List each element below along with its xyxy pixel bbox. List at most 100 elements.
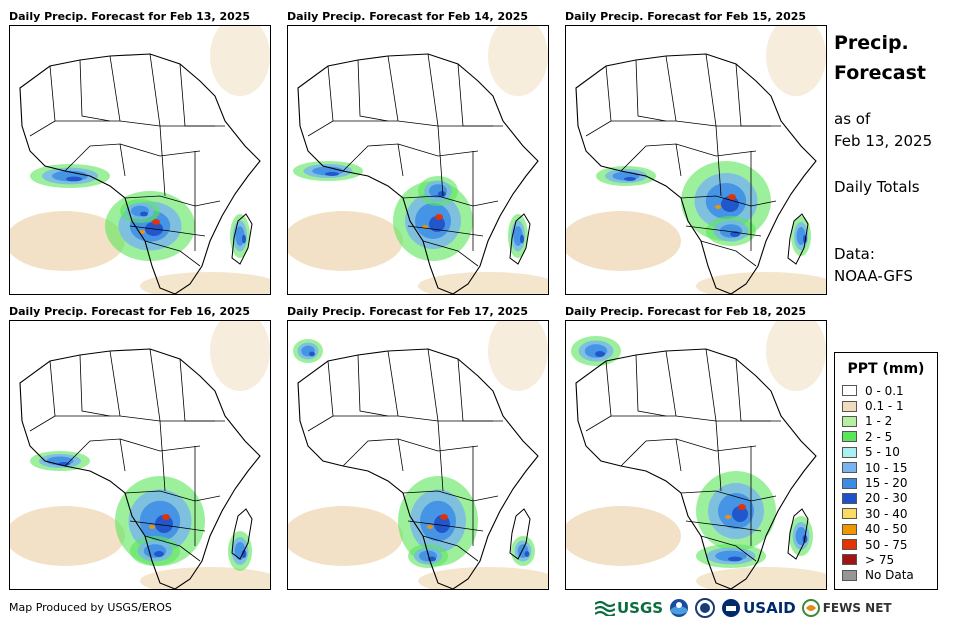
country-border — [427, 53, 439, 127]
noaa-emblem-icon — [670, 599, 689, 617]
legend-swatch — [842, 523, 857, 535]
country-border — [387, 55, 399, 122]
legend-swatch — [842, 477, 857, 489]
country-border — [611, 120, 781, 127]
panel-feb18: Daily Precip. Forecast for Feb 18, 2025 — [565, 305, 827, 590]
precip-area — [595, 351, 605, 357]
precip-area — [154, 551, 164, 557]
country-border — [397, 143, 479, 157]
legend-swatch — [842, 446, 857, 458]
usgs-wave-icon — [595, 600, 615, 616]
country-border — [64, 143, 126, 177]
precip-area — [309, 351, 315, 357]
madagascar-outline — [231, 508, 253, 560]
legend-item: 2 - 5 — [835, 429, 937, 444]
precip-area — [139, 230, 145, 234]
legend-label: 5 - 10 — [865, 445, 900, 460]
precip-map — [9, 320, 271, 590]
precip-area — [140, 211, 148, 217]
country-border — [55, 415, 225, 422]
country-border — [620, 143, 682, 177]
country-border — [705, 53, 717, 127]
panel-title: Daily Precip. Forecast for Feb 13, 2025 — [9, 10, 251, 23]
country-border — [397, 438, 479, 452]
country-border — [422, 240, 479, 267]
totals-label: Daily Totals — [834, 178, 920, 196]
precip-map — [287, 320, 549, 590]
madagascar-outline — [509, 213, 531, 265]
precip-area — [418, 567, 548, 589]
fewsnet-text: FEWS NET — [822, 601, 892, 615]
legend-title: PPT (mm) — [847, 361, 925, 377]
country-border — [635, 354, 667, 417]
country-border — [119, 143, 201, 157]
africa-outline — [297, 348, 539, 589]
legend-swatch — [842, 554, 857, 566]
usaid-text: USAID — [743, 599, 796, 617]
precip-area — [155, 515, 173, 533]
panel-title: Daily Precip. Forecast for Feb 15, 2025 — [565, 10, 807, 23]
country-border — [700, 240, 757, 267]
country-border — [179, 358, 215, 422]
panel-feb13: Daily Precip. Forecast for Feb 13, 2025 — [9, 10, 271, 295]
madagascar-outline — [787, 508, 809, 560]
country-border — [422, 535, 479, 562]
precip-area — [435, 214, 443, 220]
country-border — [585, 360, 612, 432]
fewsnet-globe-icon — [801, 599, 820, 617]
africa-outline — [19, 348, 261, 589]
country-border — [144, 240, 201, 267]
country-border — [620, 438, 682, 472]
precip-map — [287, 25, 549, 295]
country-border — [129, 225, 206, 237]
legend-label: No Data — [865, 568, 914, 583]
legend-item: > 75 — [835, 552, 937, 567]
map-credit: Map Produced by USGS/EROS — [9, 601, 172, 614]
legend-label: 50 - 75 — [865, 537, 908, 552]
precip-area — [725, 515, 731, 519]
agency-logos: USGS USAID FEWS NET — [595, 597, 892, 619]
country-border — [149, 53, 161, 127]
legend-item: 10 - 15 — [835, 460, 937, 475]
precip-area — [241, 550, 247, 558]
country-border — [357, 59, 389, 122]
precip-area — [728, 194, 736, 200]
precip-area — [140, 272, 270, 294]
legend-swatch — [842, 400, 857, 412]
legend-item: 1 - 2 — [835, 414, 937, 429]
country-border — [179, 63, 215, 127]
country-border — [685, 520, 762, 532]
fewsnet-logo: FEWS NET — [801, 599, 892, 617]
precip-map — [565, 320, 827, 590]
madagascar-outline — [509, 508, 531, 560]
precip-area — [624, 177, 636, 181]
country-border — [705, 348, 717, 422]
country-border — [149, 348, 161, 422]
country-border — [665, 55, 677, 122]
legend-label: 0 - 0.1 — [865, 383, 904, 398]
panel-feb14: Daily Precip. Forecast for Feb 14, 2025 — [287, 10, 549, 295]
legend-label: 10 - 15 — [865, 460, 908, 475]
commerce-logo — [695, 598, 716, 618]
noaa-logo — [669, 598, 689, 618]
legend-item: 20 - 30 — [835, 491, 937, 506]
country-border — [665, 350, 677, 417]
country-border — [635, 59, 667, 122]
legend-item: 0 - 0.1 — [835, 383, 937, 398]
country-border — [437, 125, 444, 197]
country-border — [79, 59, 111, 122]
precip-area — [288, 506, 403, 566]
country-border — [437, 420, 444, 492]
precip-area — [488, 26, 548, 96]
country-border — [109, 55, 121, 122]
usgs-logo: USGS — [595, 599, 663, 617]
precip-area — [696, 567, 826, 589]
precip-area — [766, 26, 826, 96]
country-border — [457, 63, 493, 127]
madagascar-outline — [787, 213, 809, 265]
precip-area — [10, 211, 125, 271]
precip-area — [325, 172, 339, 176]
precip-area — [721, 196, 739, 212]
precip-area — [66, 176, 82, 182]
data-label: Data: — [834, 245, 875, 263]
